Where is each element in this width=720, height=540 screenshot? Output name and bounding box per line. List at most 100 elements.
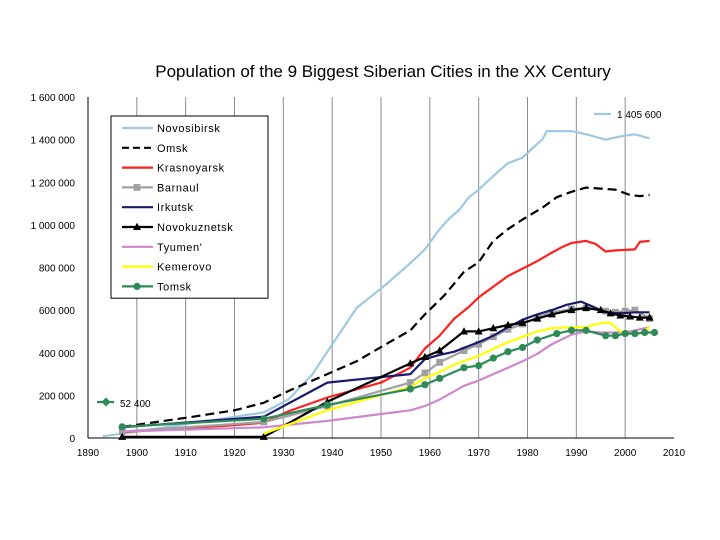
data-point-novokuznetsk (518, 318, 527, 326)
series-line-omsk (122, 186, 650, 428)
legend-label-omsk: Omsk (157, 143, 188, 155)
data-point-barnaul (504, 325, 512, 333)
y-tick-label: 800 000 (39, 264, 76, 275)
series-line-kemerovo (263, 321, 651, 435)
data-point-novokuznetsk (420, 352, 429, 361)
legend-label-kemerovo: Kemerovo (157, 262, 212, 274)
data-point-tomsk (553, 329, 561, 338)
series-line-krasnoyarsk (122, 239, 650, 434)
annotation-marker-tomsk (101, 397, 111, 407)
x-tick-label: 1900 (126, 448, 149, 459)
data-point-novokuznetsk (406, 359, 415, 367)
x-tick-label: 1920 (223, 448, 246, 459)
data-point-tomsk (323, 401, 331, 409)
annotation-novosibirsk: 1 405 600 (617, 110, 662, 121)
data-point-tomsk (631, 329, 639, 338)
data-point-barnaul (421, 369, 429, 377)
data-point-barnaul (118, 428, 126, 436)
legend: Novosibirsk Omsk Krasnoyarsk Barnaul Irkutsk… (110, 115, 269, 299)
annotation-tomsk: 52 400 (120, 399, 151, 410)
data-point-novokuznetsk (474, 327, 483, 335)
data-point-novokuznetsk (460, 327, 469, 335)
y-tick-label: 200 000 (39, 391, 76, 402)
data-point-tomsk (489, 354, 497, 362)
data-point-barnaul (631, 306, 639, 314)
data-point-novokuznetsk (582, 303, 591, 311)
data-point-tomsk (460, 364, 468, 372)
data-point-novokuznetsk (533, 314, 542, 322)
data-point-novokuznetsk (635, 313, 644, 321)
data-point-tomsk (436, 374, 444, 382)
data-point-barnaul (436, 358, 443, 366)
x-tick-label: 2010 (663, 448, 686, 459)
data-point-barnaul (460, 347, 468, 355)
data-point-barnaul (621, 307, 629, 315)
data-point-novokuznetsk (645, 313, 654, 321)
chart-title: Population of the 9 Biggest Siberian Cit… (155, 62, 611, 81)
data-point-tomsk (650, 328, 659, 337)
series-krasnoyarsk (122, 239, 650, 434)
data-point-tomsk (519, 343, 527, 352)
legend-label-krasnoyarsk: Krasnoyarsk (157, 163, 225, 175)
y-tick-label: 1 200 000 (31, 178, 76, 189)
y-tick-label: 400 000 (39, 349, 76, 360)
y-tick-label: 600 000 (39, 306, 76, 317)
data-point-barnaul (475, 340, 483, 348)
data-point-tomsk (421, 381, 429, 389)
x-tick-label: 1910 (175, 448, 198, 459)
data-point-novokuznetsk (616, 311, 625, 319)
y-tick-label: 0 (69, 434, 75, 445)
x-tick-label: 1970 (468, 448, 491, 459)
x-tick-label: 1960 (419, 448, 442, 459)
data-point-novokuznetsk (435, 346, 444, 354)
series-novokuznetsk (118, 303, 654, 440)
x-tick-label: 1940 (321, 448, 344, 459)
x-tick-label: 1980 (516, 448, 539, 459)
data-point-novokuznetsk (118, 432, 127, 440)
data-point-novokuznetsk (596, 305, 605, 314)
data-point-tomsk (641, 328, 649, 337)
series-line-novosibirsk (102, 130, 650, 438)
series-kemerovo (263, 321, 651, 435)
data-point-novokuznetsk (503, 320, 512, 329)
legend-label-novosibirsk: Novosibirsk (157, 123, 220, 135)
series-irkutsk (122, 300, 650, 429)
data-point-novokuznetsk (606, 309, 615, 317)
data-point-novokuznetsk (489, 324, 498, 332)
data-point-novokuznetsk (567, 305, 576, 314)
legend-label-novokuznetsk: Novokuznetsk (157, 222, 233, 234)
x-tick-label: 1950 (370, 448, 393, 459)
y-tick-label: 1 400 000 (31, 136, 76, 147)
y-tick-label: 1 600 000 (31, 93, 76, 104)
data-point-novokuznetsk (547, 310, 556, 318)
data-point-tomsk (406, 385, 414, 393)
series-layer (102, 130, 659, 440)
legend-marker-tomsk (133, 282, 141, 290)
series-line-irkutsk (122, 300, 650, 429)
data-point-barnaul (406, 379, 414, 386)
data-point-tomsk (260, 415, 268, 423)
legend-marker-barnaul (133, 184, 141, 191)
series-line-tyumen (122, 326, 650, 433)
series-novosibirsk (102, 130, 650, 438)
data-point-tomsk (582, 326, 590, 334)
x-tick-label: 1990 (565, 448, 588, 459)
axes: 1890 1900 1910 1920 1930 1940 1950 1960 1970 1980… (31, 93, 686, 459)
data-point-tomsk (533, 336, 541, 344)
data-point-tomsk (611, 332, 620, 340)
legend-label-irkutsk: Irkutsk (157, 202, 194, 214)
data-point-tomsk (602, 332, 610, 340)
data-point-tomsk (567, 326, 576, 334)
data-point-novokuznetsk (626, 312, 635, 320)
annotations: 1 405 600 52 400 (97, 110, 662, 410)
legend-label-barnaul: Barnaul (157, 182, 199, 194)
data-point-tomsk (118, 423, 126, 431)
series-tyumen (122, 326, 650, 433)
data-point-tomsk (475, 361, 483, 370)
data-point-novokuznetsk (259, 432, 268, 440)
series-tomsk (118, 326, 659, 431)
legend-label-tomsk: Tomsk (157, 281, 192, 293)
legend-marker-novokuznetsk (133, 222, 141, 230)
data-point-tomsk (504, 348, 512, 356)
